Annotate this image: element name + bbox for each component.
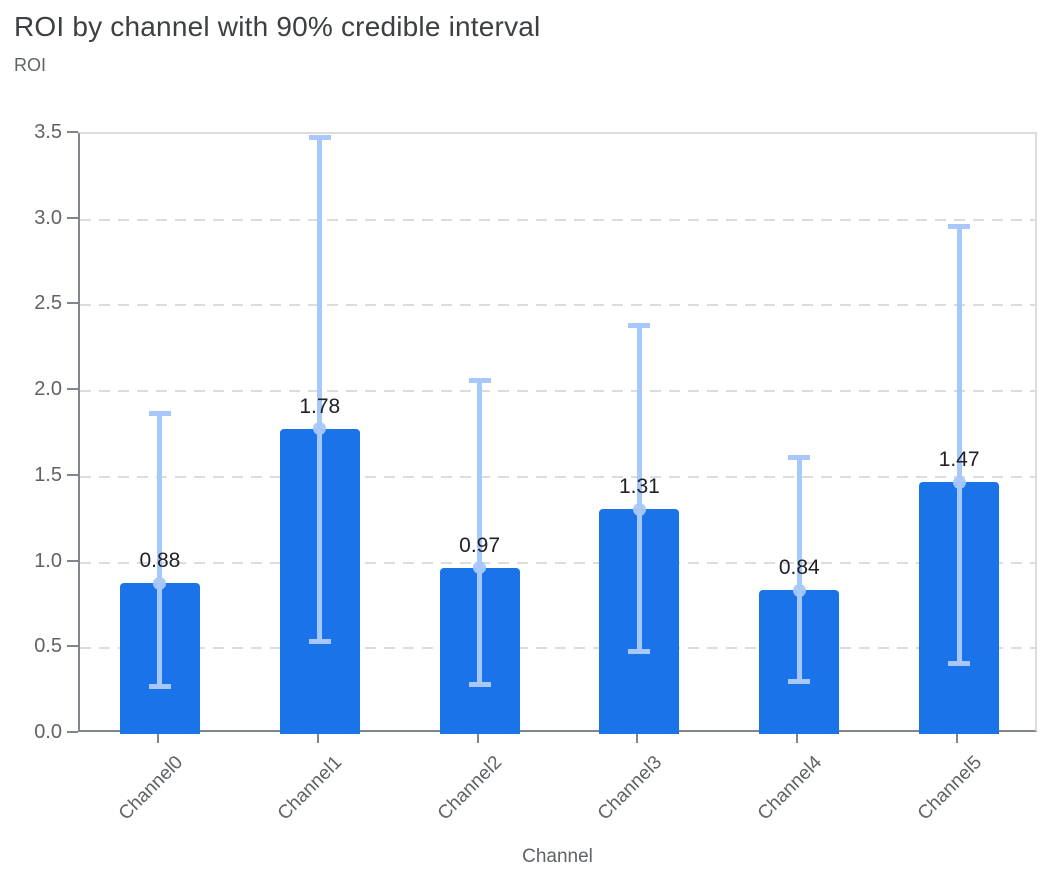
x-tick-mark [476, 734, 479, 743]
mean-dot [952, 475, 966, 489]
error-cap-bottom [308, 639, 331, 645]
y-tick-mark [67, 302, 78, 305]
y-tick-mark [67, 645, 78, 648]
y-tick-label: 2.0 [34, 378, 62, 401]
grid-line [80, 647, 1035, 650]
error-cap-bottom [148, 683, 171, 689]
error-cap-bottom [788, 678, 811, 684]
y-axis-title: ROI [14, 55, 47, 75]
x-tick-mark [156, 734, 159, 743]
error-bar-line [477, 379, 483, 686]
chart-title: ROI by channel with 90% credible interva… [14, 11, 541, 42]
error-cap-top [308, 134, 331, 140]
value-label: 1.31 [618, 475, 660, 499]
error-cap-top [628, 323, 651, 329]
x-tick-label-Channel3: Channel3 [593, 752, 667, 825]
x-tick-label-Channel0: Channel0 [114, 752, 187, 825]
value-label: 0.88 [139, 549, 181, 573]
error-cap-top [788, 455, 811, 461]
value-label: 0.84 [778, 556, 820, 579]
y-tick-label: 3.0 [34, 206, 62, 229]
mean-dot [313, 422, 327, 436]
x-tick-label-Channel1: Channel1 [274, 752, 347, 825]
error-bar-line [796, 456, 802, 683]
x-axis-title: Channel [522, 846, 593, 867]
value-label: 1.47 [938, 448, 980, 471]
error-bar-line [317, 135, 323, 644]
error-cap-top [148, 410, 171, 416]
y-tick-label: 0.5 [34, 635, 62, 658]
mean-dot [473, 561, 487, 575]
grid-line [80, 390, 1035, 393]
y-tick-mark [67, 131, 78, 133]
y-tick-label: 3.5 [34, 121, 62, 143]
grid-line [80, 304, 1035, 307]
y-tick-mark [67, 388, 78, 391]
mean-dot [153, 576, 167, 590]
error-cap-bottom [468, 682, 491, 687]
y-tick-mark [67, 731, 78, 733]
x-tick-mark [796, 734, 799, 743]
value-label: 1.78 [299, 394, 341, 418]
mean-dot [632, 502, 646, 516]
plot-area: 0.88 1.78 0.97 1.31 0.84 1.47 [78, 132, 1037, 734]
grid-line [80, 561, 1035, 564]
x-tick-label-Channel2: Channel2 [434, 752, 507, 825]
y-tick-label: 2.5 [34, 292, 62, 315]
error-cap-top [948, 223, 971, 229]
x-tick-label-Channel5: Channel5 [913, 752, 986, 825]
grid-line [80, 218, 1035, 221]
y-tick-label: 1.0 [34, 549, 62, 572]
y-tick-mark [67, 216, 78, 219]
value-label: 0.97 [459, 533, 501, 557]
error-bar-line [157, 411, 163, 688]
error-bar-line [636, 324, 642, 654]
mean-dot [792, 583, 806, 597]
error-cap-bottom [948, 661, 971, 667]
error-cap-bottom [628, 649, 651, 655]
y-tick-label: 1.5 [34, 463, 62, 486]
x-tick-mark [636, 734, 639, 743]
y-tick-mark [67, 473, 78, 476]
y-tick-label: 0.0 [34, 721, 62, 743]
x-tick-mark [956, 734, 959, 743]
y-tick-mark [67, 559, 78, 562]
grid-line [80, 475, 1035, 478]
error-bar-line [956, 224, 962, 666]
x-tick-mark [316, 734, 319, 743]
error-cap-top [468, 378, 491, 384]
x-tick-label-Channel4: Channel4 [753, 752, 827, 825]
